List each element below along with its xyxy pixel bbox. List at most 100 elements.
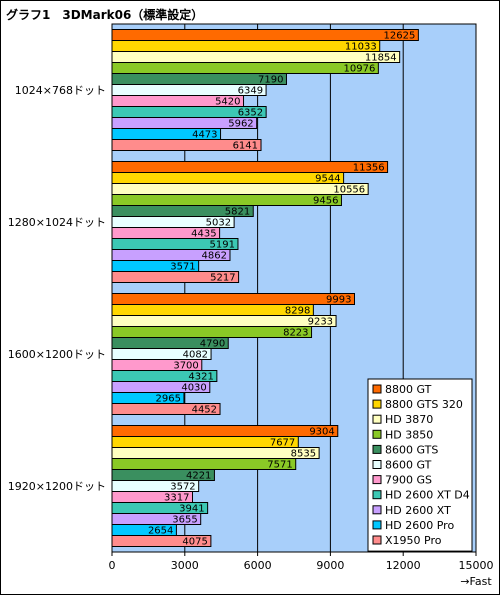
legend-swatch (372, 460, 382, 469)
data-label: 9233 (308, 317, 333, 328)
x-tick-label: 3000 (171, 559, 199, 572)
data-label: 3317 (164, 493, 189, 504)
data-label: 3572 (170, 482, 195, 493)
x-axis-ticks: 0 3000 6000 9000 12000 15000 (109, 552, 494, 572)
legend-swatch (372, 399, 382, 409)
legend: 8800 GT 8800 GTS 320 HD 3870 HD 3850 8600 GT… (367, 378, 473, 552)
data-label: 5420 (215, 97, 240, 108)
legend-swatch (372, 535, 382, 545)
data-label: 3655 (172, 515, 197, 526)
x-tick-label: 0 (109, 559, 116, 572)
legend-swatch (372, 444, 382, 454)
data-label: 2965 (155, 394, 180, 405)
bar (111, 194, 342, 206)
legend-entry: 7900 GS (385, 474, 432, 487)
data-label: 3941 (179, 504, 204, 515)
data-label: 7190 (258, 75, 283, 86)
data-label: 8535 (291, 449, 316, 460)
data-label: 4075 (182, 537, 207, 548)
bar (111, 161, 389, 173)
data-label: 3700 (173, 361, 198, 372)
bar (111, 535, 212, 547)
data-label: 9993 (326, 295, 351, 306)
bar (111, 403, 221, 415)
category-labels: 1024×768ドット 1280×1024ドット 1600×1200ドット 1920×… (8, 84, 106, 493)
x-tick-label: 12000 (386, 559, 421, 572)
legend-entry: 8800 GTS 320 (385, 398, 463, 411)
data-label: 5032 (206, 218, 231, 229)
bar (111, 183, 369, 195)
data-label: 9304 (309, 427, 334, 438)
legend-entry: HD 3850 (385, 428, 433, 441)
legend-swatch (372, 490, 382, 500)
data-label: 6141 (233, 141, 258, 152)
bars (111, 29, 419, 547)
bar (111, 447, 320, 459)
x-tick-label: 9000 (316, 559, 344, 572)
legend-box (367, 378, 473, 552)
x-tick-label: 6000 (244, 559, 272, 572)
bar (111, 271, 240, 283)
data-label: 5191 (210, 240, 235, 251)
category-label: 1280×1024ドット (8, 216, 106, 229)
data-label: 5821 (225, 207, 250, 218)
data-label: 9456 (313, 196, 338, 207)
data-label: 4221 (186, 471, 211, 482)
data-label: 5217 (210, 273, 235, 284)
bar (111, 304, 314, 316)
legend-entry: 8600 GT (385, 459, 432, 472)
bar (111, 139, 262, 151)
legend-swatch (372, 384, 382, 394)
bar (111, 425, 339, 437)
legend-swatch (372, 520, 382, 530)
legend-entry: 8800 GT (385, 383, 432, 396)
data-label: 10976 (344, 64, 376, 75)
legend-entry: 8600 GTS (385, 443, 438, 456)
legend-entry: HD 2600 XT D4 (385, 489, 470, 502)
data-label: 11854 (365, 53, 397, 64)
data-label: 10556 (333, 185, 365, 196)
data-label: 9544 (315, 174, 340, 185)
category-label: 1024×768ドット (15, 84, 106, 97)
data-label: 7571 (267, 460, 292, 471)
legend-entry: HD 2600 XT (385, 504, 451, 517)
data-label: 3571 (170, 262, 195, 273)
data-label: 4321 (188, 372, 213, 383)
legend-swatch (372, 505, 382, 515)
bar (111, 62, 379, 74)
data-label: 4030 (181, 383, 206, 394)
bar (111, 326, 313, 338)
legend-swatch (372, 414, 382, 424)
data-label: 6352 (238, 108, 263, 119)
legend-swatch (372, 475, 382, 485)
data-label: 8223 (283, 328, 308, 339)
bar (111, 29, 419, 41)
data-label: 4862 (202, 251, 227, 262)
data-label: 2654 (148, 526, 173, 537)
bar (111, 51, 401, 63)
category-label: 1920×1200ドット (8, 480, 106, 493)
category-label: 1600×1200ドット (8, 348, 106, 361)
data-label: 4452 (192, 405, 217, 416)
data-label: 12625 (384, 31, 416, 42)
x-tick-label: 15000 (459, 559, 494, 572)
bar (111, 293, 355, 305)
legend-entry: X1950 Pro (385, 534, 442, 547)
data-label: 4435 (191, 229, 216, 240)
legend-swatch (372, 429, 382, 439)
data-label: 4790 (200, 339, 225, 350)
legend-entry: HD 3870 (385, 413, 433, 426)
x-axis-label: →Fast (460, 575, 492, 588)
data-label: 6349 (238, 86, 263, 97)
bar (111, 40, 381, 52)
data-label: 5962 (228, 119, 253, 130)
data-label: 11033 (345, 42, 377, 53)
data-label: 8298 (285, 306, 310, 317)
chart-title: グラフ1 3DMark06（標準設定） (6, 8, 204, 22)
data-label: 7677 (270, 438, 295, 449)
data-label: 11356 (353, 163, 385, 174)
data-label: 4473 (192, 130, 217, 141)
data-label: 4082 (183, 350, 208, 361)
